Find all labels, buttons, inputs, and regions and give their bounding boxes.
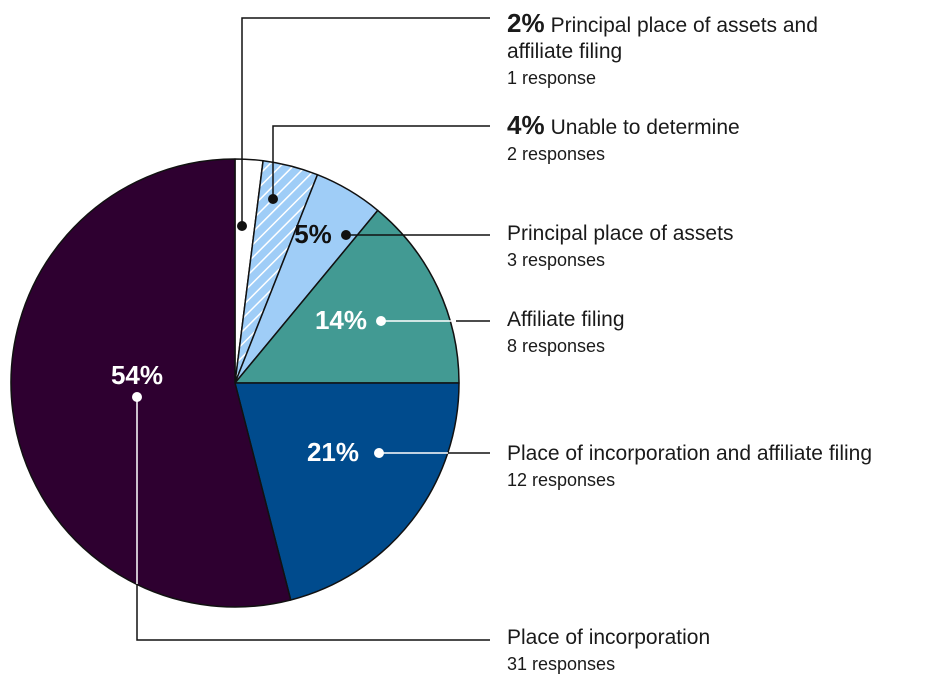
legend-responses: 1 response [507, 68, 597, 88]
legend-category-text: Unable to determine [550, 116, 740, 139]
legend-responses: 8 responses [507, 336, 606, 356]
leader-dot [132, 392, 142, 402]
pie-slice [10, 158, 292, 608]
pie-slice [234, 382, 460, 601]
legend-responses: 3 responses [507, 250, 606, 270]
leader-dot [341, 230, 351, 240]
legend-label: Principal place of assets 3 responses [507, 221, 907, 273]
legend-category: Place of incorporation [507, 625, 907, 651]
legend-category-text: Place of incorporation [507, 626, 711, 649]
legend-category-text: Place of incorporation and affiliate fil… [507, 442, 873, 465]
legend-category: 2% Principal place of assets and affiliat… [507, 10, 842, 65]
leader-line [272, 125, 490, 199]
legend-category-text: Principal place of assets [507, 222, 734, 245]
leader-dot [374, 448, 384, 458]
legend-category-text: Affiliate filing [507, 308, 625, 331]
legend-responses: 31 responses [507, 654, 616, 674]
legend-label: Affiliate filing 8 responses [507, 307, 907, 359]
legend-label: 2% Principal place of assets and affiliat… [507, 10, 842, 91]
legend-category: 4% Unable to determine [507, 112, 907, 141]
leader-dot [237, 221, 247, 231]
legend-category: Principal place of assets [507, 221, 907, 247]
slice-percent-label: 54% [111, 360, 163, 390]
legend-label: 4% Unable to determine 2 responses [507, 112, 907, 167]
legend-category: Affiliate filing [507, 307, 907, 333]
legend-percent: 4% [507, 110, 545, 140]
legend-category: Place of incorporation and affiliate fil… [507, 441, 936, 467]
leader-line [241, 17, 490, 226]
leader-line [136, 584, 490, 641]
pie-slice [234, 209, 460, 384]
slice-percent-label: 14% [315, 305, 367, 335]
legend-category-text: Principal place of assets and affiliate … [507, 14, 818, 63]
legend-percent: 2% [507, 8, 545, 38]
leader-dot [376, 316, 386, 326]
leader-dot [268, 194, 278, 204]
legend-label: Place of incorporation and affiliate fil… [507, 441, 936, 493]
slice-percent-label: 21% [307, 437, 359, 467]
legend-responses: 2 responses [507, 144, 606, 164]
legend-label: Place of incorporation 31 responses [507, 625, 907, 677]
slice-percent-label: 5% [294, 219, 332, 249]
legend-responses: 12 responses [507, 470, 616, 490]
